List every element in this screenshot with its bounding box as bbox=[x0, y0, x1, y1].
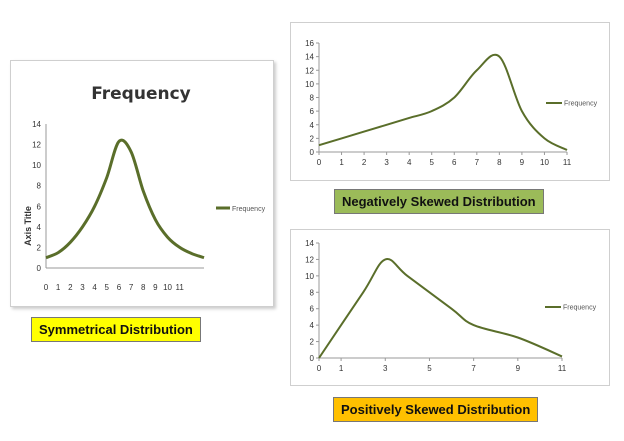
y-tick-label: 6 bbox=[310, 305, 315, 314]
y-tick-label: 12 bbox=[305, 66, 314, 75]
y-tick-label: 0 bbox=[310, 148, 315, 157]
legend-label: Frequency bbox=[563, 305, 597, 312]
x-tick-label: 1 bbox=[56, 283, 61, 292]
y-axis-title: Axis Title bbox=[23, 206, 33, 246]
x-tick-label: 2 bbox=[68, 283, 73, 292]
y-tick-label: 8 bbox=[310, 94, 315, 103]
negative-skew-chart-panel: 0 2 4 6 8 10 12 14 16 0 1 2 3 4 5 6 7 8 9 10 11 Frequency bbox=[290, 22, 610, 181]
y-tick-label: 12 bbox=[32, 141, 41, 150]
x-tick-label: 6 bbox=[452, 158, 457, 167]
x-tick-label: 5 bbox=[427, 364, 432, 373]
x-tick-label: 0 bbox=[44, 283, 49, 292]
x-tick-label: 7 bbox=[475, 158, 480, 167]
x-tick-label: 0 bbox=[317, 158, 322, 167]
positive-skew-caption: Positively Skewed Distribution bbox=[333, 397, 539, 422]
x-tick-label: 4 bbox=[407, 158, 412, 167]
x-tick-label: 7 bbox=[129, 283, 134, 292]
y-tick-label: 0 bbox=[310, 354, 315, 363]
x-tick-label: 3 bbox=[383, 364, 388, 373]
x-tick-label: 3 bbox=[80, 283, 85, 292]
x-tick-label: 8 bbox=[497, 158, 502, 167]
positive-skew-chart-panel: 0 2 4 6 8 10 12 14 0 1 3 5 7 9 11 Frequency bbox=[290, 229, 610, 386]
x-tick-label: 11 bbox=[563, 158, 572, 167]
x-tick-label: 2 bbox=[362, 158, 367, 167]
y-tick-label: 4 bbox=[37, 223, 42, 232]
x-tick-label: 0 bbox=[317, 364, 322, 373]
legend-label: Frequency bbox=[232, 206, 266, 213]
y-tick-label: 6 bbox=[310, 107, 315, 116]
y-tick-label: 0 bbox=[37, 264, 42, 273]
x-tick-label: 5 bbox=[430, 158, 435, 167]
y-tick-label: 16 bbox=[305, 39, 314, 48]
x-tick-label: 9 bbox=[516, 364, 521, 373]
y-tick-label: 4 bbox=[310, 321, 315, 330]
positive-skew-chart: 0 2 4 6 8 10 12 14 0 1 3 5 7 9 11 Frequency bbox=[305, 239, 597, 373]
series-line-frequency bbox=[318, 53, 568, 151]
chart-title: Frequency bbox=[91, 84, 191, 104]
y-tick-label: 4 bbox=[310, 121, 315, 130]
y-tick-label: 6 bbox=[37, 202, 42, 211]
x-tick-label: 4 bbox=[92, 283, 97, 292]
y-tick-label: 10 bbox=[32, 161, 41, 170]
x-tick-label: 3 bbox=[384, 158, 389, 167]
y-tick-label: 14 bbox=[32, 120, 41, 129]
y-tick-label: 12 bbox=[305, 255, 314, 264]
x-tick-label: 8 bbox=[141, 283, 146, 292]
x-tick-label: 10 bbox=[163, 283, 172, 292]
x-tick-label: 11 bbox=[176, 283, 185, 292]
y-tick-label: 2 bbox=[310, 134, 315, 143]
negative-skew-caption: Negatively Skewed Distribution bbox=[334, 189, 544, 214]
y-tick-label: 14 bbox=[305, 53, 314, 62]
series-line-frequency bbox=[318, 258, 563, 359]
y-tick-label: 8 bbox=[37, 182, 42, 191]
x-tick-label: 5 bbox=[105, 283, 110, 292]
x-tick-label: 6 bbox=[117, 283, 122, 292]
symmetrical-chart-panel: Frequency Axis Title 0 2 4 6 8 10 12 14 0 1 2 3 4 5 6 7… bbox=[10, 60, 274, 307]
symmetrical-caption: Symmetrical Distribution bbox=[31, 317, 201, 342]
x-tick-label: 11 bbox=[558, 364, 567, 373]
y-tick-label: 2 bbox=[310, 338, 315, 347]
x-tick-label: 1 bbox=[339, 364, 344, 373]
series-line-frequency bbox=[45, 138, 205, 260]
x-tick-label: 1 bbox=[339, 158, 344, 167]
y-tick-label: 2 bbox=[37, 243, 42, 252]
y-tick-label: 14 bbox=[305, 239, 314, 248]
x-tick-label: 9 bbox=[153, 283, 158, 292]
x-tick-label: 9 bbox=[520, 158, 525, 167]
y-tick-label: 10 bbox=[305, 80, 314, 89]
y-tick-label: 10 bbox=[305, 272, 314, 281]
legend-label: Frequency bbox=[564, 101, 598, 108]
x-tick-label: 7 bbox=[471, 364, 476, 373]
x-tick-label: 10 bbox=[540, 158, 549, 167]
y-tick-label: 8 bbox=[310, 288, 315, 297]
